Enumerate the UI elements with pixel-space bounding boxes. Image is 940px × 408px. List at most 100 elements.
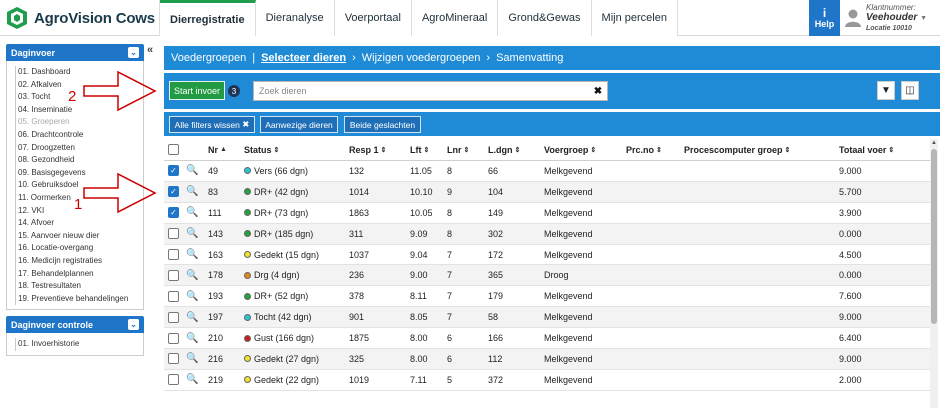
column-header-ldgn[interactable]: L.dgn ⇕: [488, 139, 520, 160]
clear-filters-button[interactable]: Alle filters wissen ✖: [169, 116, 255, 133]
table-row[interactable]: 🔍 216 Gedekt (27 dgn) 325 8.00 6 112 Melkgevend…: [164, 349, 930, 370]
clear-search-icon[interactable]: ✖: [590, 83, 606, 99]
row-checkbox-cell[interactable]: [168, 349, 179, 369]
row-search-cell[interactable]: 🔍: [186, 370, 198, 390]
search-icon[interactable]: 🔍: [186, 228, 199, 240]
breadcrumb-item-selecteer-dieren[interactable]: Selecteer dieren: [261, 52, 347, 64]
sidebar-item-medicijn-registraties[interactable]: 16. Medicijn registraties: [15, 254, 143, 268]
sidebar-item-preventieve-behandelingen[interactable]: 19. Preventieve behandelingen: [15, 292, 143, 306]
sort-icon[interactable]: ⇕: [590, 146, 597, 154]
tab-dieranalyse[interactable]: Dieranalyse: [255, 0, 335, 36]
search-icon[interactable]: 🔍: [186, 207, 199, 219]
columns-icon[interactable]: ◫: [901, 81, 919, 100]
row-checkbox-cell[interactable]: [168, 370, 179, 390]
row-checkbox[interactable]: ✓: [168, 207, 179, 219]
table-row[interactable]: 🔍 178 Drg (4 dgn) 236 9.00 7 365 Droog 0.000: [164, 265, 930, 287]
row-checkbox-cell[interactable]: ✓: [168, 161, 179, 181]
row-checkbox-cell[interactable]: [168, 245, 179, 265]
user-menu[interactable]: Klantnummer: Veehouder ▼ Locatie 10010: [844, 2, 940, 34]
row-search-cell[interactable]: 🔍: [186, 224, 198, 244]
sidebar-item-invoerhistorie[interactable]: 01. Invoerhistorie: [15, 338, 143, 351]
breadcrumb-item-wijzigen[interactable]: Wijzigen voedergroepen: [361, 52, 481, 64]
table-row[interactable]: 🔍 210 Gust (166 dgn) 1875 8.00 6 166 Melkgevend…: [164, 328, 930, 350]
row-search-cell[interactable]: 🔍: [186, 161, 198, 181]
table-row[interactable]: 🔍 163 Gedekt (15 dgn) 1037 9.04 7 172 Melkgeven…: [164, 245, 930, 266]
column-header-lft[interactable]: Lft ⇕: [410, 139, 429, 160]
row-checkbox[interactable]: ✓: [168, 165, 179, 177]
row-checkbox[interactable]: [168, 353, 179, 365]
row-search-cell[interactable]: 🔍: [186, 245, 198, 265]
tab-grond-gewas[interactable]: Grond&Gewas: [498, 0, 592, 36]
row-checkbox-cell[interactable]: [168, 307, 179, 327]
sidebar-item-tocht[interactable]: 03. Tocht: [15, 91, 143, 104]
column-header-lnr[interactable]: Lnr ⇕: [447, 139, 469, 160]
row-search-cell[interactable]: 🔍: [186, 328, 198, 348]
help-button[interactable]: i Help: [809, 0, 840, 36]
column-header-prc[interactable]: Prc.no ⇕: [626, 139, 662, 160]
table-row[interactable]: 🔍 197 Tocht (42 dgn) 901 8.05 7 58 Melkgevend 9.…: [164, 307, 930, 329]
search-icon[interactable]: 🔍: [186, 332, 199, 344]
row-checkbox[interactable]: [168, 374, 179, 386]
sidebar-item-droogzetten[interactable]: 07. Droogzetten: [15, 141, 143, 155]
column-header-status[interactable]: Status ⇕: [244, 139, 279, 160]
search-icon[interactable]: 🔍: [186, 311, 199, 323]
column-header-voer[interactable]: Totaal voer ⇕: [839, 139, 894, 160]
table-row[interactable]: ✓ 🔍 83 DR+ (42 dgn) 1014 10.10 9 104 Melkgevend 5…: [164, 181, 930, 203]
tab-dierregistratie[interactable]: Dierregistratie: [160, 0, 256, 36]
search-input[interactable]: [253, 81, 608, 101]
row-search-cell[interactable]: 🔍: [186, 286, 198, 306]
search-icon[interactable]: 🔍: [186, 165, 199, 177]
tab-voerportaal[interactable]: Voerportaal: [334, 0, 412, 36]
sidebar-item-inseminatie[interactable]: 04. Inseminatie: [15, 103, 143, 117]
search-icon[interactable]: 🔍: [186, 186, 199, 198]
sidebar-item-behandelplannen[interactable]: 17. Behandelplannen: [15, 267, 143, 281]
row-search-cell[interactable]: 🔍: [186, 307, 198, 327]
search-icon[interactable]: 🔍: [186, 290, 199, 302]
chevron-down-icon[interactable]: ⌄: [128, 47, 139, 58]
row-checkbox[interactable]: [168, 269, 179, 281]
collapse-sidebar-icon[interactable]: «: [147, 44, 154, 56]
table-row[interactable]: 🔍 219 Gedekt (22 dgn) 1019 7.11 5 372 Melkgeven…: [164, 370, 930, 391]
sidebar-panel-daginvoer-header[interactable]: Daginvoer ⌄: [6, 44, 144, 61]
sort-icon[interactable]: ⇕: [423, 146, 430, 154]
sort-icon[interactable]: ⇕: [784, 146, 791, 154]
sort-asc-icon[interactable]: ▲: [220, 146, 227, 153]
row-checkbox-cell[interactable]: ✓: [168, 203, 179, 223]
row-search-cell[interactable]: 🔍: [186, 203, 198, 223]
sidebar-item-gebruiksdoel[interactable]: 10. Gebruiksdoel: [15, 179, 143, 192]
sort-icon[interactable]: ⇕: [888, 146, 895, 154]
sort-icon[interactable]: ⇕: [463, 146, 470, 154]
checkbox[interactable]: [168, 144, 179, 155]
sort-icon[interactable]: ⇕: [656, 146, 662, 154]
chevron-down-icon[interactable]: ⌄: [128, 319, 139, 331]
row-checkbox-cell[interactable]: [168, 265, 179, 285]
search-icon[interactable]: 🔍: [186, 353, 199, 365]
sidebar-item-afvoer[interactable]: 14. Afvoer: [15, 217, 143, 230]
sidebar-item-testresultaten[interactable]: 18. Testresultaten: [15, 280, 143, 293]
table-row[interactable]: 🔍 143 DR+ (185 dgn) 311 9.09 8 302 Melkgevend 0.…: [164, 223, 930, 245]
row-checkbox-cell[interactable]: [168, 286, 179, 306]
sort-icon[interactable]: ⇕: [273, 146, 280, 154]
sidebar-item-groeperen[interactable]: 05. Groeperen: [15, 116, 143, 129]
table-row[interactable]: ✓ 🔍 49 Vers (66 dgn) 132 11.05 8 66 Melkgevend 9.…: [164, 161, 930, 182]
breadcrumb-item-voedergroepen[interactable]: Voedergroepen: [171, 52, 247, 64]
row-checkbox[interactable]: [168, 228, 179, 240]
sidebar-item-dashboard[interactable]: 01. Dashboard: [15, 66, 143, 79]
sidebar-item-drachtcontrole[interactable]: 06. Drachtcontrole: [15, 128, 143, 142]
sort-icon[interactable]: ⇕: [380, 146, 387, 154]
row-search-cell[interactable]: 🔍: [186, 349, 198, 369]
select-all-checkbox[interactable]: [168, 139, 179, 160]
sidebar-item-basisgegevens[interactable]: 09. Basisgegevens: [15, 166, 143, 180]
row-checkbox[interactable]: [168, 249, 179, 260]
scrollbar-thumb[interactable]: [931, 149, 937, 324]
sidebar-item-locatie-overgang[interactable]: 16. Locatie-overgang: [15, 242, 143, 255]
sort-icon[interactable]: ⇕: [514, 146, 521, 154]
row-checkbox-cell[interactable]: ✓: [168, 182, 179, 202]
app-logo[interactable]: AgroVision Cows: [0, 0, 160, 36]
present-animals-button[interactable]: Aanwezige dieren: [260, 116, 338, 133]
table-row[interactable]: ✓ 🔍 111 DR+ (73 dgn) 1863 10.05 8 149 Melkgevend…: [164, 203, 930, 224]
tab-mijn-percelen[interactable]: Mijn percelen: [591, 0, 678, 36]
column-header-resp[interactable]: Resp 1 ⇕: [349, 139, 386, 160]
row-checkbox-cell[interactable]: [168, 328, 179, 348]
sidebar-item-oormerken[interactable]: 11. Oormerken: [15, 191, 143, 205]
